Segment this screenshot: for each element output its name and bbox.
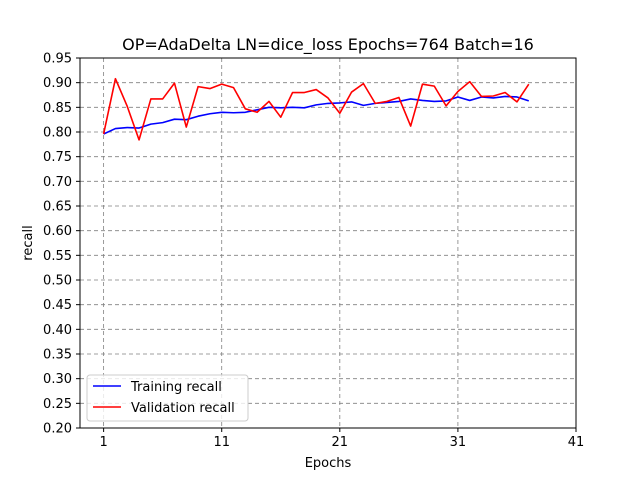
legend-label-validation: Validation recall xyxy=(131,401,235,416)
y-tick-label: 0.30 xyxy=(43,372,72,387)
series-line-training-recall xyxy=(103,95,530,135)
legend-box xyxy=(86,374,249,422)
series-line-validation-recall xyxy=(102,77,530,141)
y-tick-label: 0.85 xyxy=(43,101,72,116)
y-axis-label: recall xyxy=(21,225,36,260)
y-tick-label: 0.20 xyxy=(43,422,72,437)
y-tick-label: 0.55 xyxy=(43,249,72,264)
y-tick-label: 0.90 xyxy=(43,76,72,91)
y-axis-ticks: 0.20 0.25 0.30 0.35 0.40 0.45 0.50 0.55 0.60 0.65… xyxy=(43,52,80,437)
y-tick-label: 0.45 xyxy=(43,298,72,313)
y-tick-label: 0.50 xyxy=(43,274,72,289)
x-axis-ticks: 1 11 21 31 41 xyxy=(99,428,584,450)
x-axis-label: Epochs xyxy=(305,456,352,471)
y-tick-label: 0.75 xyxy=(43,150,72,165)
y-tick-label: 0.35 xyxy=(43,348,72,363)
x-tick-label: 1 xyxy=(99,435,107,450)
y-tick-label: 0.70 xyxy=(43,175,72,190)
plot-area-frame xyxy=(79,57,577,429)
chart-title: OP=AdaDelta LN=dice_loss Epochs=764 Batc… xyxy=(122,35,534,55)
y-tick-label: 0.25 xyxy=(43,397,72,412)
y-tick-label: 0.80 xyxy=(43,126,72,141)
y-tick-label: 0.60 xyxy=(43,224,72,239)
x-tick-label: 11 xyxy=(213,435,230,450)
series-layer xyxy=(102,77,530,141)
x-tick-label: 41 xyxy=(568,435,585,450)
x-tick-label: 21 xyxy=(332,435,349,450)
y-tick-label: 0.95 xyxy=(43,52,72,67)
y-tick-label: 0.65 xyxy=(43,200,72,215)
legend-label-training: Training recall xyxy=(130,380,222,395)
x-tick-label: 31 xyxy=(450,435,467,450)
y-tick-label: 0.40 xyxy=(43,323,72,338)
legend: Training recall Validation recall xyxy=(86,374,249,422)
